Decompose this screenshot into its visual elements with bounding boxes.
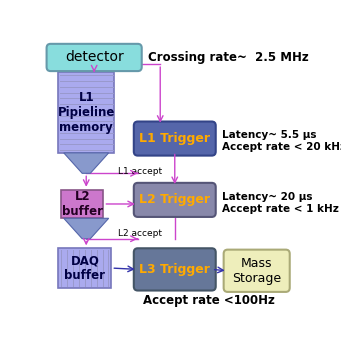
FancyBboxPatch shape xyxy=(61,190,103,218)
Text: L2 accept: L2 accept xyxy=(118,229,162,238)
Text: L2
buffer: L2 buffer xyxy=(62,190,103,218)
FancyBboxPatch shape xyxy=(134,121,216,156)
FancyBboxPatch shape xyxy=(47,44,142,71)
Bar xyxy=(59,73,114,153)
Text: L1 accept: L1 accept xyxy=(118,167,162,176)
Text: L3 Trigger: L3 Trigger xyxy=(139,263,210,276)
Text: L1
Pipieline
memory: L1 Pipieline memory xyxy=(58,91,115,134)
Text: DAQ
buffer: DAQ buffer xyxy=(64,254,105,282)
Text: Latency~ 20 μs
Accept rate < 1 kHz: Latency~ 20 μs Accept rate < 1 kHz xyxy=(222,192,339,213)
Bar xyxy=(59,248,112,288)
Polygon shape xyxy=(64,153,109,173)
Text: L1 Trigger: L1 Trigger xyxy=(139,132,210,145)
Text: Mass
Storage: Mass Storage xyxy=(232,257,281,285)
Text: L2 Trigger: L2 Trigger xyxy=(139,193,210,206)
Text: Latency~ 5.5 μs
Accept rate < 20 kHz: Latency~ 5.5 μs Accept rate < 20 kHz xyxy=(222,130,341,152)
Text: Accept rate <100Hz: Accept rate <100Hz xyxy=(143,293,275,307)
FancyBboxPatch shape xyxy=(224,250,290,292)
FancyBboxPatch shape xyxy=(134,183,216,217)
Text: Crossing rate~  2.5 MHz: Crossing rate~ 2.5 MHz xyxy=(148,51,309,64)
FancyBboxPatch shape xyxy=(134,248,216,291)
Text: detector: detector xyxy=(65,51,123,64)
Polygon shape xyxy=(64,218,109,239)
